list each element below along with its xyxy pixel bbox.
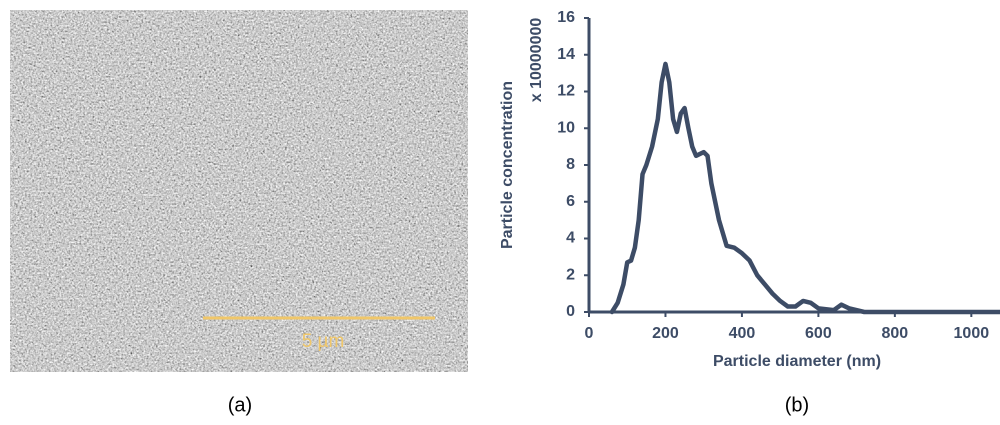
x-tick-label: 400 [729, 325, 756, 342]
x-tick-label: 1000 [954, 325, 990, 342]
y-tick-label: 8 [566, 156, 575, 173]
y-tick-label: 4 [566, 230, 575, 247]
data-line [609, 61, 1000, 315]
y-tick-label: 10 [557, 119, 575, 136]
y-tick-label: 0 [566, 303, 575, 320]
y-axis-label: Particle concentration [499, 81, 516, 249]
y-tick-label: 16 [557, 9, 575, 26]
sem-texture [10, 10, 468, 372]
y-tick-label: 6 [566, 193, 575, 210]
caption: (b) [785, 394, 809, 416]
x-tick-label: 600 [805, 325, 832, 342]
x-tick-label: 200 [652, 325, 679, 342]
y-tick-label: 14 [557, 46, 575, 63]
y-multiplier: x 10000000 [528, 18, 545, 103]
caption: (a) [228, 394, 252, 416]
y-tick-label: 12 [557, 83, 575, 100]
x-tick-label: 800 [882, 325, 909, 342]
x-tick-label: 0 [585, 325, 594, 342]
y-tick-label: 2 [566, 266, 575, 283]
scale-bar-label: 5 µm [302, 331, 345, 352]
x-axis-label: Particle diameter (nm) [713, 353, 881, 370]
